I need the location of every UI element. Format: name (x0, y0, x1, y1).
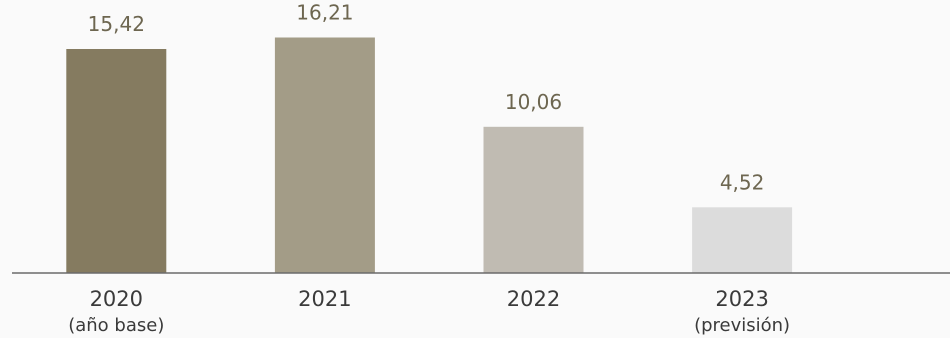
bar-2020 (66, 49, 167, 273)
bars-layer (66, 37, 793, 273)
bar-2023 (692, 207, 793, 273)
data-label-2022: 10,06 (505, 90, 562, 114)
x-tick-label-2023: 2023 (715, 287, 768, 311)
data-label-2021: 16,21 (296, 1, 353, 25)
bar-2022 (483, 126, 584, 273)
bar-2021 (274, 37, 375, 273)
data-label-2020: 15,42 (88, 12, 145, 36)
x-tick-sublabel-2023: (previsión) (694, 315, 790, 336)
x-tick-label-2022: 2022 (507, 287, 560, 311)
x-tick-label-2021: 2021 (298, 287, 351, 311)
labels-layer: 15,42 2020 (año base) 16,21 2021 10,06 2022 4,5… (68, 1, 790, 337)
data-label-2023: 4,52 (720, 170, 765, 194)
x-tick-label-2020: 2020 (90, 287, 143, 311)
x-tick-sublabel-2020: (año base) (68, 315, 164, 336)
